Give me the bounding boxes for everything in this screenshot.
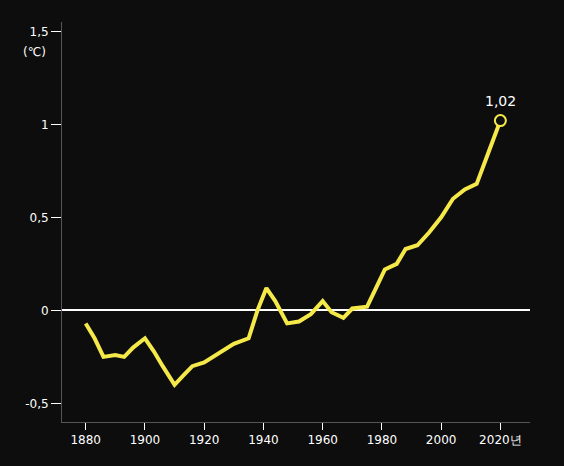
svg-text:1960: 1960 [307,433,338,447]
svg-text:2020년: 2020년 [479,433,522,447]
svg-text:1: 1 [41,118,49,132]
svg-text:(℃): (℃) [23,45,46,59]
svg-text:0: 0 [41,304,49,318]
svg-text:1,5: 1,5 [30,25,49,39]
svg-text:0,5: 0,5 [30,211,49,225]
svg-text:-0,5: -0,5 [25,397,48,411]
svg-text:1900: 1900 [130,433,161,447]
svg-text:1980: 1980 [367,433,398,447]
svg-text:1,02: 1,02 [485,93,516,109]
svg-text:1920: 1920 [189,433,220,447]
svg-text:2000: 2000 [426,433,457,447]
svg-text:1880: 1880 [70,433,101,447]
svg-text:1940: 1940 [248,433,279,447]
